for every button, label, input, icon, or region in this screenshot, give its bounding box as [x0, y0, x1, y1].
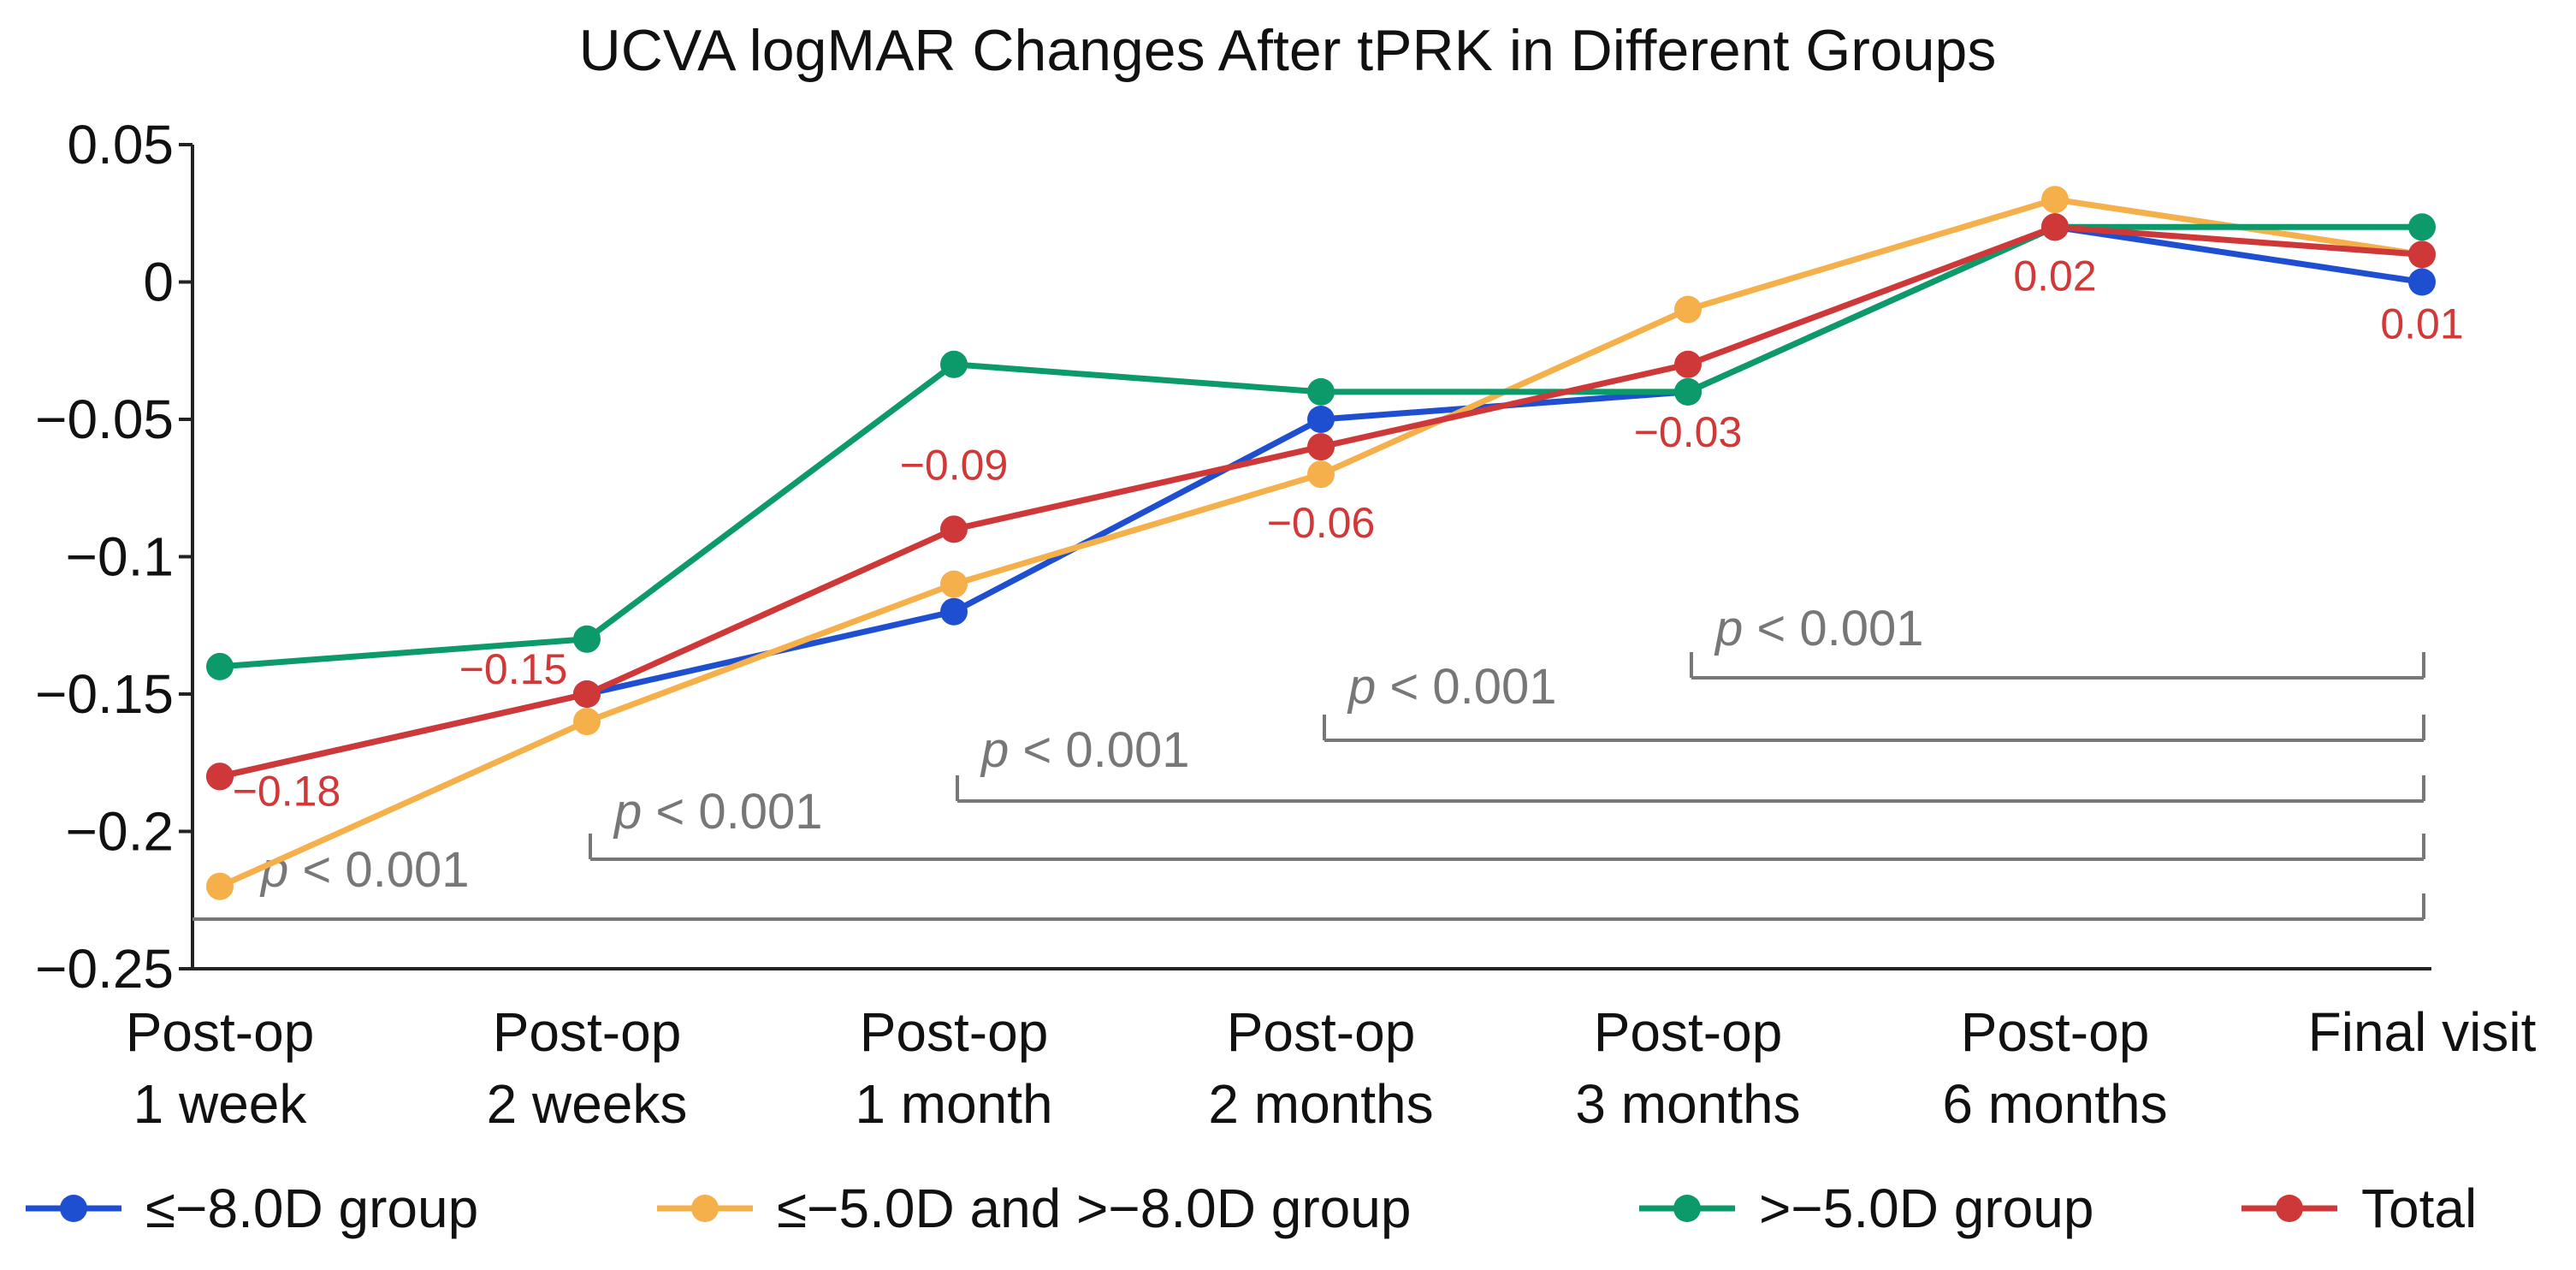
legend-marker	[691, 1195, 719, 1222]
significance-bracket: p < 0.001	[589, 784, 2425, 861]
data-label: 0.02	[2013, 252, 2096, 300]
x-tick-label-line: 2 months	[1208, 1073, 1433, 1135]
x-tick-label-line: Final visit	[2308, 1001, 2537, 1063]
x-tick-label-line: 3 months	[1575, 1073, 1800, 1135]
series-group	[206, 213, 2436, 791]
data-point	[940, 597, 968, 626]
x-tick-label-line: Post-op	[126, 1001, 315, 1063]
legend-marker	[2276, 1195, 2303, 1222]
legend-item: ≤−5.0D and >−8.0D group	[657, 1178, 1411, 1239]
significance-label: p < 0.001	[613, 784, 823, 840]
data-label: −0.03	[1634, 408, 1743, 456]
significance-bracket: p < 0.001	[1690, 601, 2425, 680]
x-tick-label-line: 1 week	[133, 1073, 308, 1135]
data-point	[1307, 377, 1335, 406]
significance-label: p < 0.001	[980, 722, 1190, 778]
y-tick-label: 0	[143, 252, 174, 313]
data-label: −0.18	[233, 767, 341, 815]
data-point	[2041, 186, 2069, 214]
p-value: < 0.001	[1376, 659, 1556, 715]
p-symbol: p	[1714, 601, 1743, 656]
p-value: < 0.001	[288, 842, 469, 898]
data-label: 0.01	[2380, 300, 2463, 347]
data-point	[1674, 377, 1702, 406]
legend-label: Total	[2361, 1178, 2477, 1239]
data-point	[2408, 268, 2436, 296]
data-point	[573, 680, 601, 708]
x-tick-label: Post-op 1 month	[855, 1001, 1052, 1135]
y-tick-label: 0.05	[67, 114, 174, 175]
x-tick-label-line: Post-op	[1594, 1001, 1783, 1063]
data-label: −0.15	[459, 645, 568, 693]
y-tick-label: −0.1	[66, 526, 174, 588]
legend-label: ≤−8.0D group	[145, 1178, 478, 1239]
p-value: < 0.001	[1743, 601, 1923, 656]
data-point	[940, 515, 968, 543]
x-tick-label-line: Post-op	[860, 1001, 1049, 1063]
legend-item: Total	[2241, 1178, 2477, 1239]
p-symbol: p	[613, 784, 642, 840]
data-point	[1307, 433, 1335, 461]
data-point	[1674, 295, 1702, 323]
x-tick-label: Post-op 6 months	[1942, 1001, 2167, 1135]
data-point	[2408, 240, 2436, 269]
data-point	[2408, 213, 2436, 241]
data-point	[206, 652, 234, 680]
y-tick-label: −0.2	[66, 801, 174, 863]
legend-label: ≤−5.0D and >−8.0D group	[777, 1178, 1411, 1239]
series-lines	[206, 186, 2436, 900]
x-tick-label-line: 2 weeks	[487, 1073, 688, 1135]
y-tick-label: −0.25	[35, 938, 174, 1000]
significance-bracket: p < 0.001	[1323, 659, 2425, 742]
significance-label: p < 0.001	[259, 842, 470, 898]
significance-label: p < 0.001	[1714, 601, 1924, 656]
data-point	[206, 872, 234, 900]
x-tick-label-line: Post-op	[1961, 1001, 2150, 1063]
data-point	[573, 625, 601, 653]
legend-marker	[1673, 1195, 1701, 1222]
x-tick-label: Post-op 3 months	[1575, 1001, 1800, 1135]
data-point	[1674, 350, 1702, 378]
p-value: < 0.001	[1009, 722, 1189, 778]
data-point	[1307, 460, 1335, 489]
x-tick-label: Post-op 2 months	[1208, 1001, 1433, 1135]
x-tick-label: Final visit	[2308, 1001, 2537, 1063]
data-point	[206, 763, 234, 791]
legend-item: >−5.0D group	[1639, 1178, 2093, 1239]
data-point	[940, 350, 968, 378]
data-point	[940, 570, 968, 598]
x-tick-label-line: Post-op	[493, 1001, 682, 1063]
legend-item: ≤−8.0D group	[26, 1178, 478, 1239]
y-tick-label: −0.15	[35, 663, 174, 725]
significance-label: p < 0.001	[1347, 659, 1557, 715]
legend-marker	[60, 1195, 87, 1222]
y-tick-label: −0.05	[35, 389, 174, 450]
legend-label: >−5.0D group	[1759, 1178, 2093, 1239]
p-symbol: p	[1347, 659, 1376, 715]
x-tick-label-line: Post-op	[1227, 1001, 1416, 1063]
x-tick-label: Post-op 1 week	[126, 1001, 315, 1135]
data-label: −0.06	[1267, 499, 1376, 547]
x-tick-label-line: 6 months	[1942, 1073, 2167, 1135]
x-tick-label: Post-op 2 weeks	[487, 1001, 688, 1135]
chart-title: UCVA logMAR Changes After tPRK in Differ…	[579, 18, 1997, 83]
p-value: < 0.001	[642, 784, 822, 840]
x-tick-label-line: 1 month	[855, 1073, 1052, 1135]
data-labels: −0.18 −0.15 −0.09 −0.06 −0.03 0.02 0.01	[233, 252, 2464, 815]
data-point	[2041, 213, 2069, 241]
data-point	[1307, 406, 1335, 433]
significance-bracket: p < 0.001	[956, 722, 2425, 803]
legend: ≤−8.0D group ≤−5.0D and >−8.0D group >−5.0…	[26, 1178, 2477, 1239]
data-point	[573, 708, 601, 736]
p-symbol: p	[980, 722, 1009, 778]
significance-bracket: p < 0.001	[192, 842, 2425, 921]
p-symbol: p	[259, 842, 288, 898]
data-label: −0.09	[900, 441, 1009, 489]
